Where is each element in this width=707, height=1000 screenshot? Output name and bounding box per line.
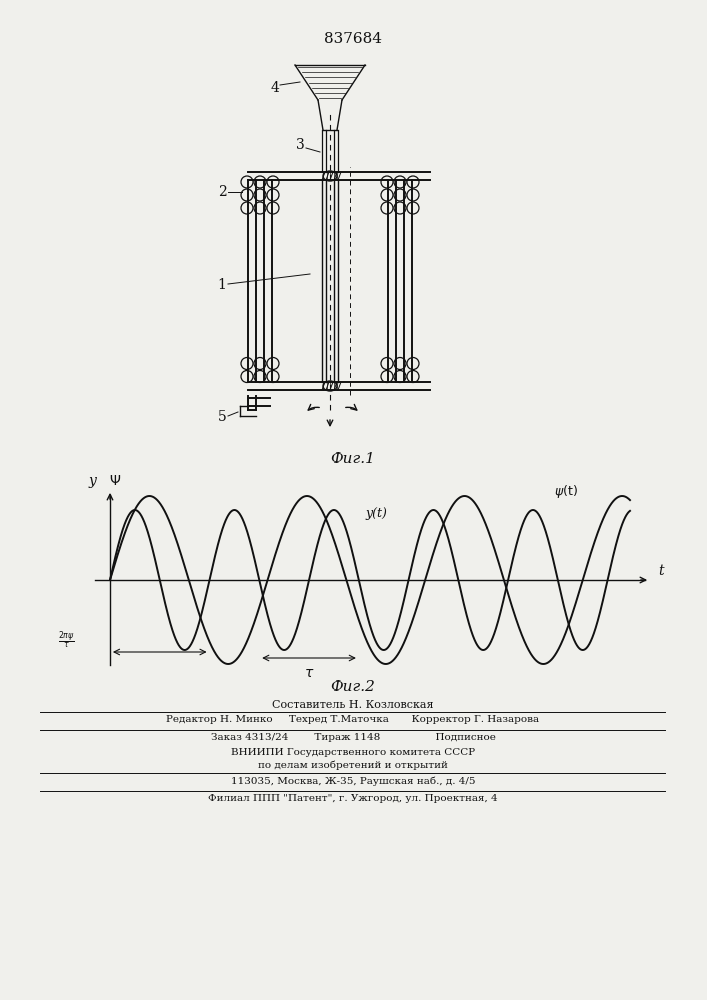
Text: t: t: [658, 564, 664, 578]
Text: 5: 5: [218, 410, 226, 424]
Text: Составитель Н. Козловская: Составитель Н. Козловская: [272, 700, 434, 710]
Text: Фиг.2: Фиг.2: [331, 680, 375, 694]
Text: 3: 3: [296, 138, 305, 152]
Text: 1: 1: [218, 278, 226, 292]
Text: 113035, Москва, Ж-35, Раушская наб., д. 4/5: 113035, Москва, Ж-35, Раушская наб., д. …: [230, 776, 475, 786]
Text: $\frac{2\pi\psi}{\tau}$: $\frac{2\pi\psi}{\tau}$: [58, 629, 75, 651]
Text: Редактор Н. Минко     Техред Т.Маточка       Корректор Г. Назарова: Редактор Н. Минко Техред Т.Маточка Корре…: [166, 715, 539, 724]
Text: 4: 4: [271, 81, 279, 95]
Text: Фиг.1: Фиг.1: [331, 452, 375, 466]
Text: 2: 2: [218, 185, 226, 199]
Text: $\tau$: $\tau$: [304, 666, 314, 680]
Text: Заказ 4313/24        Тираж 1148                 Подписное: Заказ 4313/24 Тираж 1148 Подписное: [211, 733, 496, 742]
Text: Филиал ППП "Патент", г. Ужгород, ул. Проектная, 4: Филиал ППП "Патент", г. Ужгород, ул. Про…: [208, 794, 498, 803]
Text: 837684: 837684: [324, 32, 382, 46]
Text: $\Psi$: $\Psi$: [109, 474, 121, 488]
Text: y: y: [88, 474, 96, 488]
Text: ВНИИПИ Государственного комитета СССР: ВНИИПИ Государственного комитета СССР: [231, 748, 475, 757]
Text: y(t): y(t): [366, 508, 387, 520]
Text: $\psi$(t): $\psi$(t): [554, 483, 578, 499]
Text: по делам изобретений и открытий: по делам изобретений и открытий: [258, 760, 448, 770]
